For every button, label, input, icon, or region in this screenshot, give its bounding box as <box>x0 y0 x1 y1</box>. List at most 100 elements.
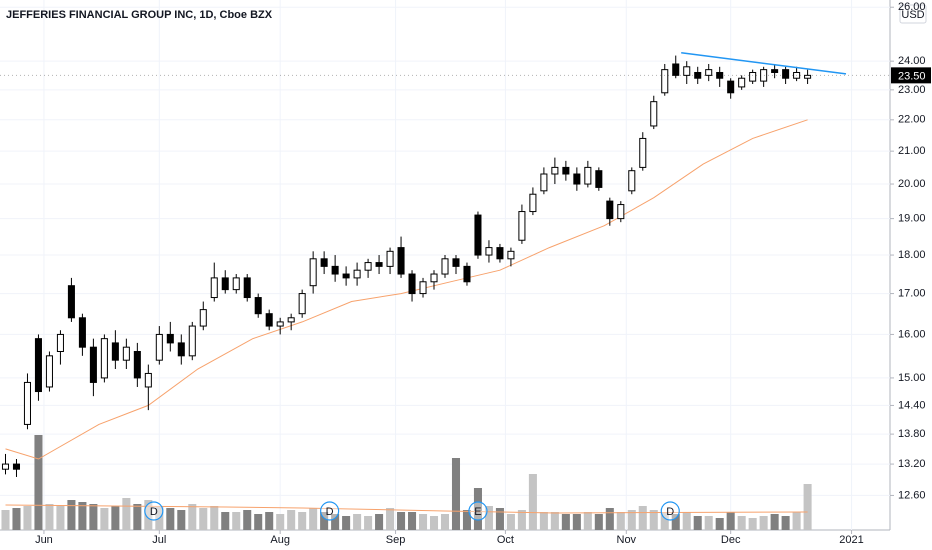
candle-body <box>573 173 581 185</box>
candle-body <box>353 269 361 279</box>
x-tick-label: Jun <box>35 534 53 546</box>
y-tick-label: 22.00 <box>898 114 926 126</box>
candle-body <box>45 355 53 388</box>
volume-bar <box>232 512 241 530</box>
y-tick-label: 24.00 <box>898 55 926 67</box>
currency: USD <box>901 9 924 21</box>
volume-bar <box>166 508 175 530</box>
candle-body <box>221 277 229 291</box>
candle-body <box>331 265 339 275</box>
candle-body <box>617 204 625 220</box>
volume-bar <box>100 508 109 530</box>
candle-body <box>232 277 240 291</box>
volume-bar <box>375 514 384 530</box>
candle-body <box>397 247 405 275</box>
volume-bar <box>386 508 395 530</box>
x-tick-label: 2021 <box>839 534 863 546</box>
volume-bar <box>539 512 548 530</box>
volume-bar <box>792 512 801 530</box>
volume-bar <box>572 514 581 530</box>
volume-bar <box>594 514 603 530</box>
candle-body <box>540 173 548 192</box>
volume-bar <box>781 516 790 530</box>
candle-body <box>276 321 284 327</box>
volume-bar <box>243 510 252 530</box>
volume-bar <box>188 504 197 530</box>
volume-bar <box>429 516 439 530</box>
x-tick-label: Jul <box>152 534 166 546</box>
last-price-label: 23.50 <box>898 70 926 82</box>
volume-bar <box>506 514 515 530</box>
candle-body <box>562 166 570 175</box>
volume-bar <box>638 506 647 530</box>
volume-bar <box>704 516 713 530</box>
candle-body <box>56 333 64 352</box>
candle-body <box>1 463 10 470</box>
candle-body <box>375 262 383 267</box>
volume-bar <box>715 518 724 530</box>
candle-body <box>595 170 603 188</box>
volume-bar <box>287 510 296 530</box>
candle-body <box>496 247 504 260</box>
volume-bar <box>451 458 461 530</box>
volume-bar <box>627 510 636 530</box>
candle-body <box>364 262 372 271</box>
x-tick-label: Dec <box>721 534 741 546</box>
candle-body <box>210 277 218 299</box>
candle-body <box>12 463 21 470</box>
candle-body <box>254 297 262 315</box>
volume-bar <box>133 504 142 530</box>
candle-body <box>771 69 779 73</box>
y-tick-label: 14.40 <box>898 399 926 411</box>
candle-body <box>199 309 207 327</box>
chart-title: JEFFERIES FINANCIAL GROUP INC, 1D, Cboe … <box>6 9 273 21</box>
volume-bar <box>331 514 340 530</box>
volume-bar <box>34 435 43 530</box>
volume-average-line <box>5 504 808 514</box>
volume-bar <box>298 512 307 530</box>
volume-bar <box>495 508 504 530</box>
moving-average-line <box>5 119 808 460</box>
candle-body <box>661 69 669 94</box>
candle-body <box>23 381 31 425</box>
y-tick-label: 21.00 <box>898 145 926 157</box>
y-tick-label: 26.00 <box>898 1 926 13</box>
candle-body <box>265 313 273 327</box>
candle-body <box>144 372 152 388</box>
event-label: D <box>326 506 334 518</box>
candle-body <box>155 333 163 361</box>
y-tick-label: 19.00 <box>898 213 926 225</box>
candle-body <box>441 258 449 275</box>
candle-body <box>430 273 438 283</box>
candle-body <box>793 71 801 79</box>
volume-bar <box>144 500 153 530</box>
event-marker <box>320 501 340 521</box>
volume-bar <box>682 512 691 530</box>
volume-bar <box>561 514 570 530</box>
volume-bar <box>473 488 482 530</box>
candle-body <box>122 346 130 361</box>
volume-bar <box>671 514 680 530</box>
event-label: D <box>150 506 158 518</box>
candle-body <box>463 265 471 283</box>
volume-bar <box>67 500 76 530</box>
volume-bar <box>364 516 373 530</box>
volume-bar <box>397 512 406 530</box>
volume-bar <box>342 516 351 530</box>
candle-body <box>518 211 526 241</box>
volume-bar <box>254 514 263 530</box>
y-tick-label: 18.00 <box>898 249 926 261</box>
trendline <box>681 52 847 75</box>
candle-body <box>320 258 328 267</box>
y-tick-label: 12.60 <box>898 489 926 501</box>
candle-body <box>584 166 592 185</box>
candle-body <box>474 214 482 256</box>
event-label: E <box>474 506 481 518</box>
candle-body <box>67 285 75 319</box>
candle-body <box>34 338 42 393</box>
volume-bar <box>320 512 329 530</box>
event-marker <box>468 501 488 521</box>
candle-body <box>342 273 350 279</box>
candle-body <box>166 333 174 344</box>
